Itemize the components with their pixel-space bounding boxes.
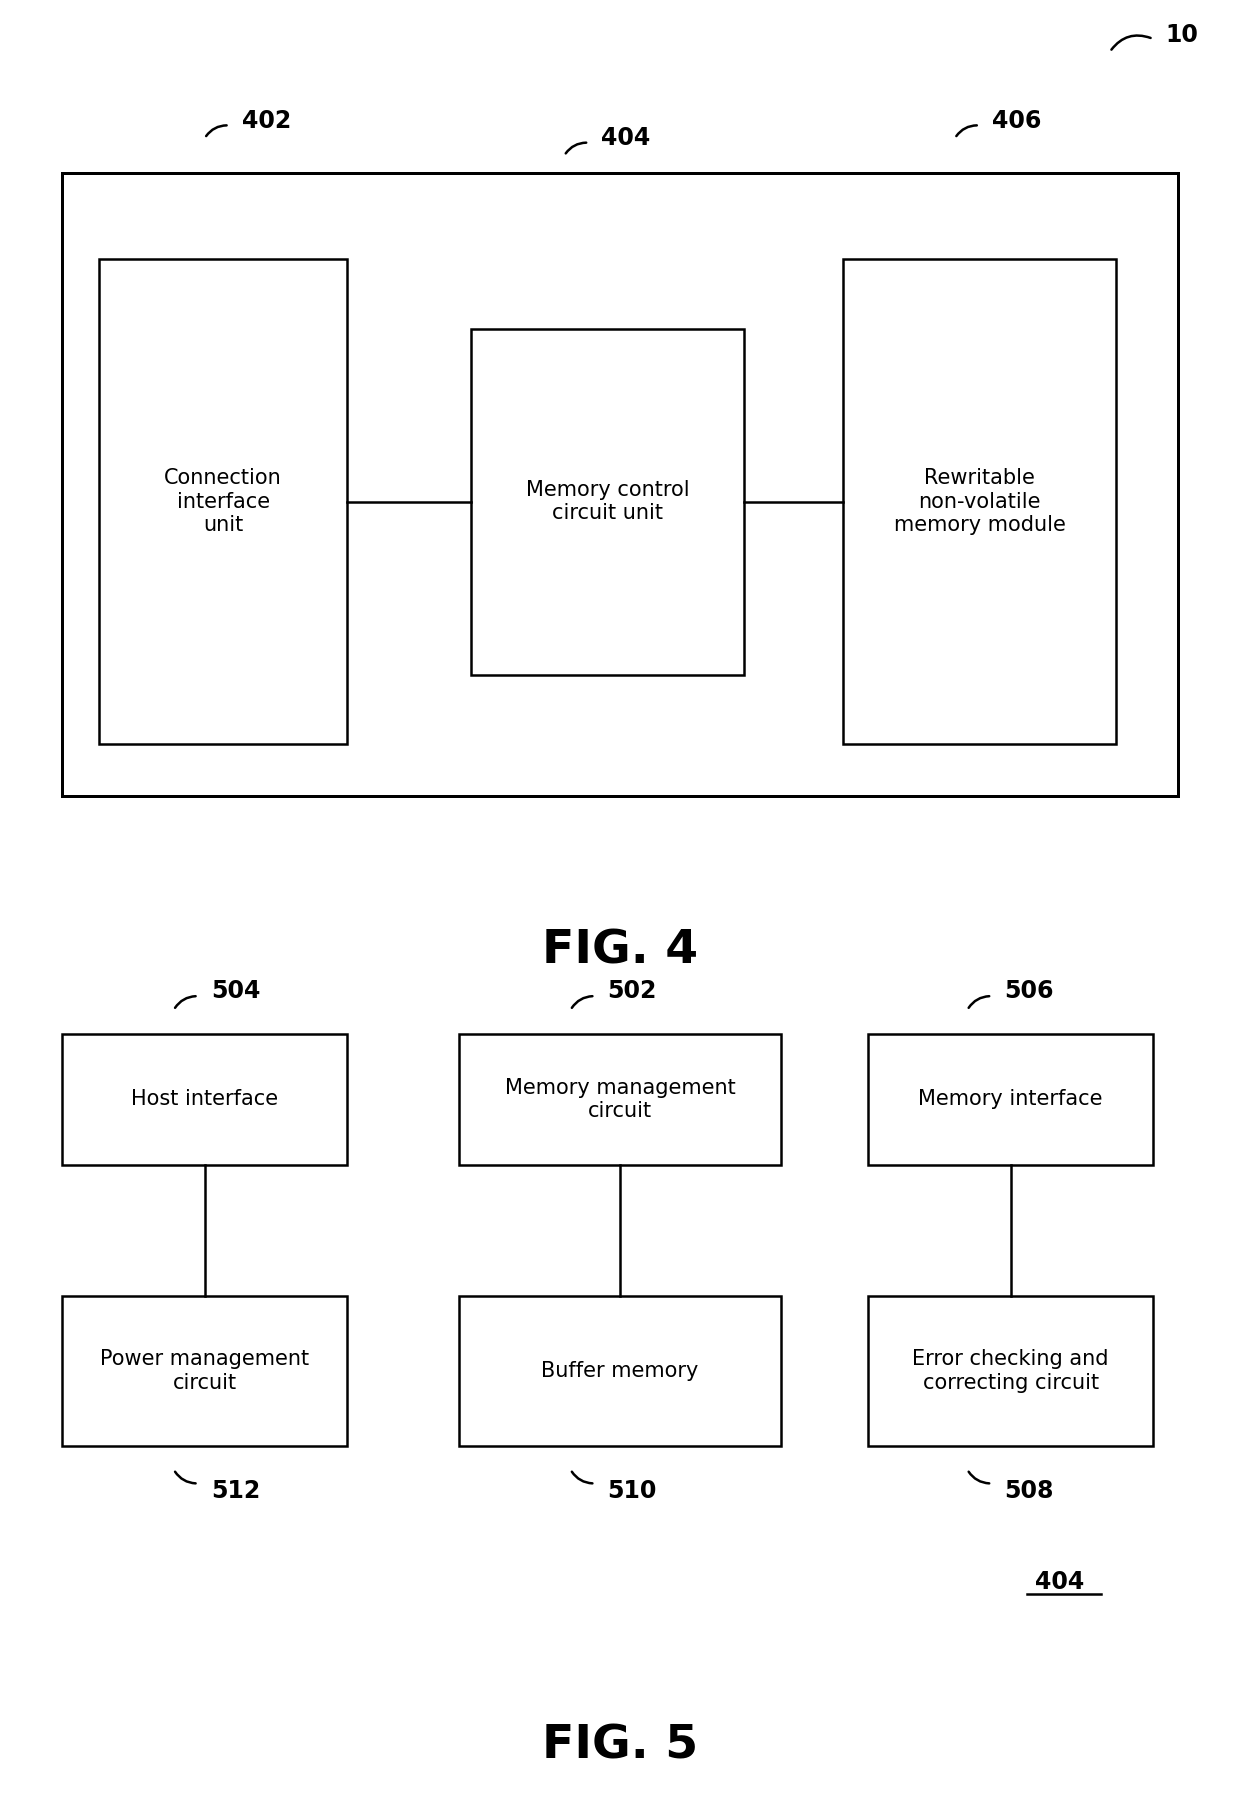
Text: 506: 506 (1004, 980, 1054, 1004)
Text: 10: 10 (1166, 23, 1199, 47)
Text: Memory interface: Memory interface (919, 1088, 1102, 1110)
Text: 404: 404 (601, 126, 651, 150)
FancyBboxPatch shape (62, 1034, 347, 1164)
Text: FIG. 5: FIG. 5 (542, 1723, 698, 1768)
FancyBboxPatch shape (62, 173, 1178, 796)
Text: 510: 510 (608, 1479, 657, 1503)
Text: Power management
circuit: Power management circuit (100, 1350, 309, 1393)
Text: 508: 508 (1004, 1479, 1054, 1503)
FancyBboxPatch shape (843, 259, 1116, 744)
Text: Memory management
circuit: Memory management circuit (505, 1078, 735, 1121)
Text: Connection
interface
unit: Connection interface unit (165, 469, 281, 535)
FancyBboxPatch shape (471, 328, 744, 674)
Text: 402: 402 (242, 110, 291, 133)
FancyBboxPatch shape (459, 1296, 781, 1445)
Text: Rewritable
non-volatile
memory module: Rewritable non-volatile memory module (894, 469, 1065, 535)
Text: Host interface: Host interface (131, 1088, 278, 1110)
FancyBboxPatch shape (868, 1034, 1153, 1164)
Text: 512: 512 (211, 1479, 260, 1503)
Text: Memory control
circuit unit: Memory control circuit unit (526, 479, 689, 523)
FancyBboxPatch shape (868, 1296, 1153, 1445)
FancyBboxPatch shape (62, 1296, 347, 1445)
Text: 406: 406 (992, 110, 1042, 133)
Text: 404: 404 (1035, 1570, 1085, 1593)
Text: Buffer memory: Buffer memory (542, 1361, 698, 1380)
FancyBboxPatch shape (459, 1034, 781, 1164)
Text: FIG. 4: FIG. 4 (542, 930, 698, 973)
FancyBboxPatch shape (99, 259, 347, 744)
Text: 502: 502 (608, 980, 657, 1004)
Text: Error checking and
correcting circuit: Error checking and correcting circuit (913, 1350, 1109, 1393)
Text: 504: 504 (211, 980, 260, 1004)
